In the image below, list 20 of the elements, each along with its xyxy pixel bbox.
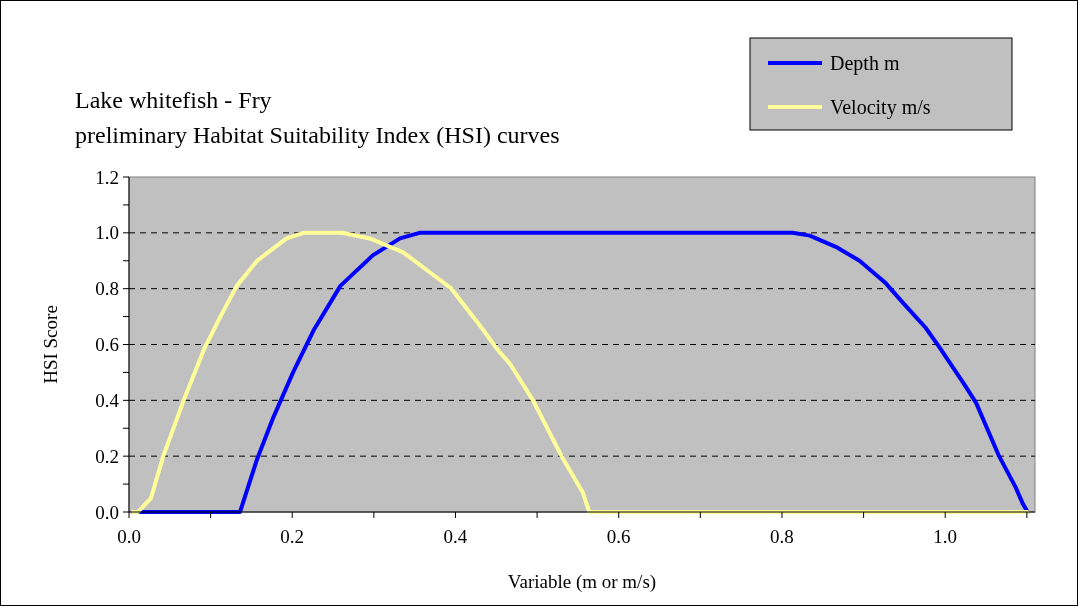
chart-title: Lake whitefish - Fry [75,87,272,113]
legend-label: Depth m [830,52,900,75]
x-tick-label: 0.4 [443,526,468,547]
x-tick-label: 0.2 [280,526,305,547]
x-tick-label: 0.6 [606,526,631,547]
chart-subtitle: preliminary Habitat Suitability Index (HSI) curves [75,122,560,148]
y-tick-label: 0.8 [95,278,119,300]
x-tick-label: 0.0 [117,526,141,547]
y-tick-label: 0.0 [95,501,119,523]
x-tick-label: 0.8 [770,526,794,547]
y-tick-label: 0.4 [95,389,120,411]
y-tick-label: 1.0 [95,222,119,244]
x-axis-title: Variable (m or m/s) [507,571,657,593]
y-tick-label: 1.2 [95,166,119,188]
y-tick-label: 0.6 [95,334,119,356]
line-series [130,230,1030,514]
x-tick-label: 1.0 [933,526,958,547]
y-axis-title: HSI Score [40,305,61,384]
legend-label: Velocity m/s [830,96,931,119]
y-tick-label: 0.2 [95,445,119,467]
